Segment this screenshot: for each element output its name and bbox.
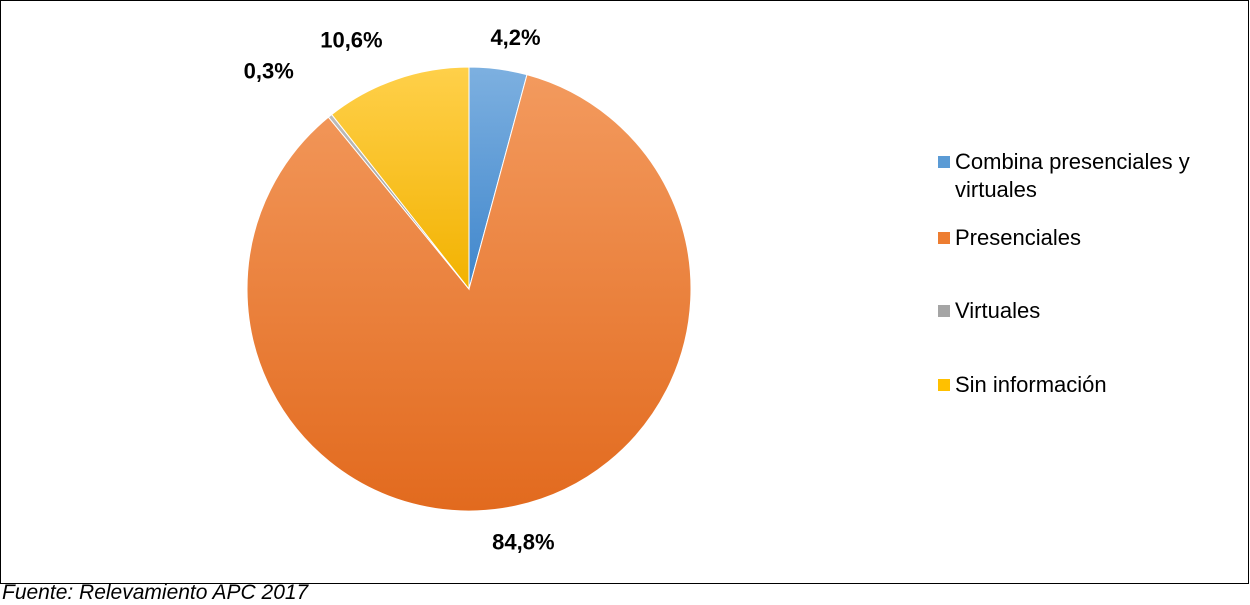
legend-label-sin-informacion: Sin información — [955, 372, 1107, 397]
legend-swatch-presenciales — [938, 232, 950, 244]
legend-label-combina: Combina presenciales y virtuales — [955, 149, 1190, 202]
legend-item-virtuales: Virtuales — [938, 297, 1243, 325]
legend-swatch-sin-informacion — [938, 379, 950, 391]
pie-chart: 4,2% 84,8% 0,3% 10,6% — [244, 25, 692, 554]
legend-item-presenciales: Presenciales — [938, 224, 1243, 252]
source-note: Fuente: Relevamiento APC 2017 — [2, 581, 309, 604]
pie-data-labels: 4,2% 84,8% 0,3% 10,6% — [244, 25, 555, 554]
pie-slices — [246, 66, 692, 512]
legend-item-combina: Combina presenciales y virtuales — [938, 148, 1243, 204]
data-label-sin-informacion: 10,6% — [320, 28, 382, 53]
pie-slice-sin-informacion — [331, 66, 470, 291]
legend-label-virtuales: Virtuales — [955, 298, 1041, 323]
data-label-presenciales: 84,8% — [492, 529, 554, 554]
data-label-virtuales: 0,3% — [244, 59, 294, 84]
data-label-combina: 4,2% — [490, 25, 540, 50]
pie-slice-presenciales — [246, 74, 692, 512]
legend-swatch-combina — [938, 156, 950, 168]
legend-label-presenciales: Presenciales — [955, 225, 1081, 250]
legend-swatch-virtuales — [938, 305, 950, 317]
legend-item-sin-informacion: Sin información — [938, 371, 1243, 399]
